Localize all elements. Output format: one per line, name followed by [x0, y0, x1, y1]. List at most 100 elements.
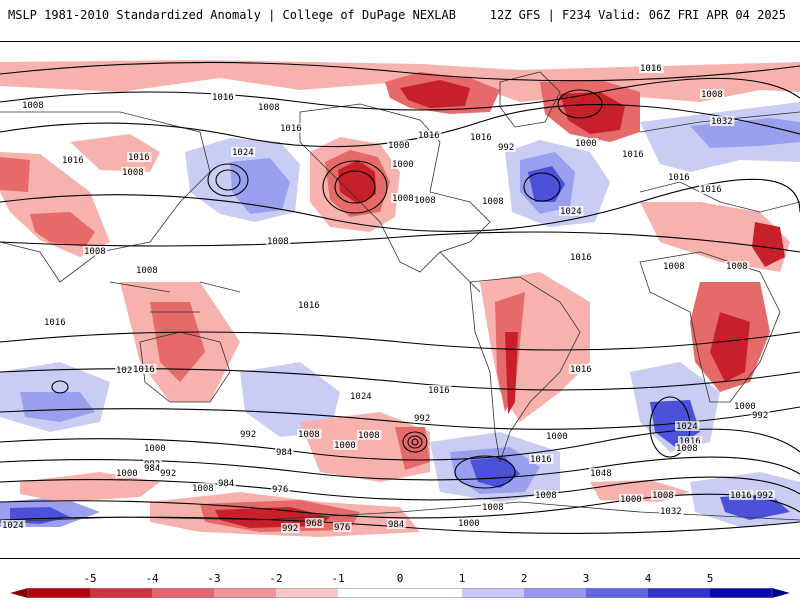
isobar-label: 1016 — [730, 491, 752, 501]
isobar-label: 1000 — [388, 141, 410, 151]
colorbar-tick-label: -3 — [207, 572, 221, 585]
isobar-label: 1000 — [575, 139, 597, 149]
isobar-label: 992 — [240, 430, 256, 440]
isobar-label: 1016 — [470, 133, 492, 143]
isobar-label: 1016 — [668, 173, 690, 183]
colorbar-segment — [710, 588, 773, 598]
colorbar-tick-label: 2 — [520, 572, 528, 585]
anomaly-shading — [0, 60, 800, 537]
isobar-label: 1016 — [428, 386, 450, 396]
isobar-label: 1000 — [334, 441, 356, 451]
isobar-label: 1008 — [258, 103, 280, 113]
isobar-label: 1000 — [458, 519, 480, 529]
isobar-label: 1008 — [22, 101, 44, 111]
isobar-label: 1016 — [44, 318, 66, 328]
isobar-label: 1016 — [570, 365, 592, 375]
isobar-label: 1024 — [350, 392, 372, 402]
isobar-label: 1016 — [128, 153, 150, 163]
isobar-label: 1008 — [652, 491, 674, 501]
isobar-label: 1008 — [663, 262, 685, 272]
isobar-label: 1008 — [701, 90, 723, 100]
isobar-label: 984 — [276, 448, 292, 458]
colorbar-legend: -5 -4 -3 -2 -1 0 1 2 3 4 5 — [0, 572, 800, 600]
colorbar-segment — [586, 588, 649, 598]
isobar-label: 992 — [160, 469, 176, 479]
isobar-label: 1008 — [267, 237, 289, 247]
isobar-label: 1024 — [2, 521, 24, 531]
isobar-label: 1016 — [622, 150, 644, 160]
isobar-label: 1048 — [590, 469, 612, 479]
colorbar-segment — [152, 588, 215, 598]
isobar-label: 992 — [752, 411, 768, 421]
colorbar-min-arrow — [10, 588, 28, 598]
isobar-label: 1000 — [734, 402, 756, 412]
isobar-label: 1024 — [116, 366, 138, 376]
isobar-label: 1008 — [122, 168, 144, 178]
isobar-label: 1000 — [116, 469, 138, 479]
isobar-label: 984 — [144, 464, 160, 474]
colorbar-tick-label: -2 — [269, 572, 283, 585]
colorbar-tick-label: -1 — [331, 572, 345, 585]
colorbar-segment — [338, 588, 401, 598]
isobar-label: 976 — [334, 523, 350, 533]
isobar-label: 992 — [414, 414, 430, 424]
isobar-label: 1008 — [726, 262, 748, 272]
map-panel: 1008100010081008101610161016102410081000… — [0, 41, 800, 559]
isobar-label: 1032 — [711, 117, 733, 127]
model-run-info: 12Z GFS | F234 Valid: 06Z FRI APR 04 202… — [489, 8, 786, 22]
isobar-label: 1008 — [676, 444, 698, 454]
header: MSLP 1981-2010 Standardized Anomaly | Co… — [0, 0, 800, 32]
isobar-label: 1000 — [392, 160, 414, 170]
isobar-label: 1008 — [482, 503, 504, 513]
colorbar-tick-label: -4 — [145, 572, 159, 585]
isobar-label: 1008 — [535, 491, 557, 501]
colorbar-tick-label: 3 — [582, 572, 590, 585]
isobar-label: 1016 — [212, 93, 234, 103]
isobar-label: 1016 — [298, 301, 320, 311]
isobar-label: 1024 — [232, 148, 254, 158]
colorbar-tick-label: 5 — [706, 572, 714, 585]
isobar-label: 1008 — [192, 484, 214, 494]
isobar-label: 1032 — [660, 507, 682, 517]
colorbar-tick-label: 1 — [458, 572, 466, 585]
isobar-label: 984 — [218, 479, 234, 489]
isobar-label: 1008 — [482, 197, 504, 207]
colorbar-segment — [276, 588, 339, 598]
colorbar-segment — [400, 588, 463, 598]
isobar-label: 976 — [272, 485, 288, 495]
colorbar-segment — [462, 588, 525, 598]
colorbar-max-arrow — [772, 588, 790, 598]
colorbar-segment — [524, 588, 587, 598]
isobar-label: 1008 — [392, 194, 414, 204]
isobar-label: 968 — [306, 519, 322, 529]
map-title: MSLP 1981-2010 Standardized Anomaly | Co… — [8, 8, 456, 22]
isobar-label: 1008 — [414, 196, 436, 206]
isobar-label: 1008 — [136, 266, 158, 276]
colorbar-segment — [28, 588, 91, 598]
colorbar-tick-label: 0 — [396, 572, 404, 585]
isobar-label: 1024 — [676, 422, 698, 432]
isobar-label: 1000 — [546, 432, 568, 442]
colorbar-tick-labels: -5 -4 -3 -2 -1 0 1 2 3 4 5 — [0, 572, 800, 586]
isobar-label: 1008 — [298, 430, 320, 440]
isobar-label: 1016 — [418, 131, 440, 141]
isobar-label: 1008 — [84, 247, 106, 257]
isobar-label: 992 — [282, 524, 298, 534]
isobar-label: 1016 — [640, 64, 662, 74]
colorbar-tick-label: -5 — [83, 572, 97, 585]
isobar-label: 1016 — [280, 124, 302, 134]
isobar-label: 984 — [388, 520, 404, 530]
colorbar-segment — [90, 588, 153, 598]
isobar-label: 1016 — [679, 437, 701, 447]
isobar-label: 1016 — [133, 365, 155, 375]
isobar-labels: 1008100010081008101610161016102410081000… — [1, 63, 775, 534]
isobar-label: 992 — [757, 491, 773, 501]
colorbar-tick-label: 4 — [644, 572, 652, 585]
isobar-label: 1016 — [62, 156, 84, 166]
isobar-label: 1024 — [560, 207, 582, 217]
isobar-label: 1000 — [620, 495, 642, 505]
anomaly-map: 1008100010081008101610161016102410081000… — [0, 42, 800, 558]
isobar-label: 1008 — [358, 431, 380, 441]
colorbar — [10, 588, 790, 598]
isobar-label: 1016 — [530, 455, 552, 465]
